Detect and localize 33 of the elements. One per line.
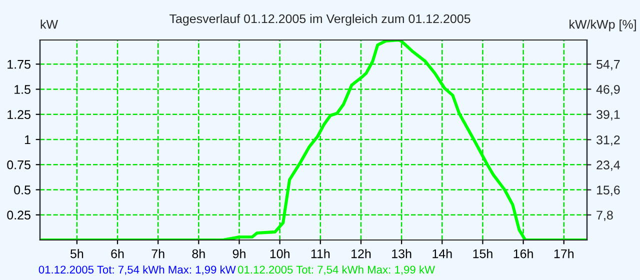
text: 01.12.2005 Tot: 7,54 kWh Max: 1,99 kW: [38, 265, 236, 275]
x-tick-label: 6h: [111, 249, 124, 258]
chart-title: Tagesverlauf 01.12.2005 im Vergleich zum 01.12.2005: [170, 14, 470, 26]
y-tick-label: 1.75: [8, 60, 30, 69]
x-tick-label: 8h: [192, 249, 205, 258]
y2-tick-label: 46,9: [596, 84, 620, 96]
y2-tick-label: 39,1: [596, 110, 620, 120]
x-tick-label: 10h: [270, 249, 290, 258]
x-tick-label: 7h: [152, 249, 164, 258]
x-tick-label: 17h: [554, 249, 574, 258]
line-series: [40, 40, 587, 240]
y2-tick-label: 54,7: [596, 60, 620, 70]
x-tick-label: 13h: [392, 249, 412, 258]
y-tick-label: 0.75: [7, 160, 30, 170]
x-tick-label: 16h: [514, 249, 533, 258]
y2-tick-label: 23,4: [596, 160, 620, 171]
text: 01.12.2005 Tot: 7,54 kWh Max: 1,99 kW: [238, 265, 435, 275]
y-axis-title: kW: [40, 20, 58, 29]
y2-tick-label: 31,2: [596, 135, 620, 146]
x-tick-label: 11h: [311, 249, 330, 258]
x-tick-label: 14h: [432, 249, 452, 258]
y-tick-label: 0.25: [7, 210, 30, 220]
y-tick-label: 1: [24, 135, 30, 144]
x-tick-label: 5h: [70, 249, 84, 258]
y2-tick-label: 7,8: [596, 210, 613, 222]
y-tick-label: 0.5: [14, 186, 30, 194]
x-tick-label: 15h: [473, 249, 492, 258]
y2-tick-label: 15,6: [596, 186, 620, 196]
y-tick-label: 1.25: [8, 110, 30, 120]
x-tick-label: 12h: [352, 249, 371, 258]
y2-axis-title: kW/kWp [%]: [570, 20, 636, 32]
y-tick-label: 1.5: [14, 85, 30, 94]
x-tick-label: 9h: [232, 249, 246, 258]
